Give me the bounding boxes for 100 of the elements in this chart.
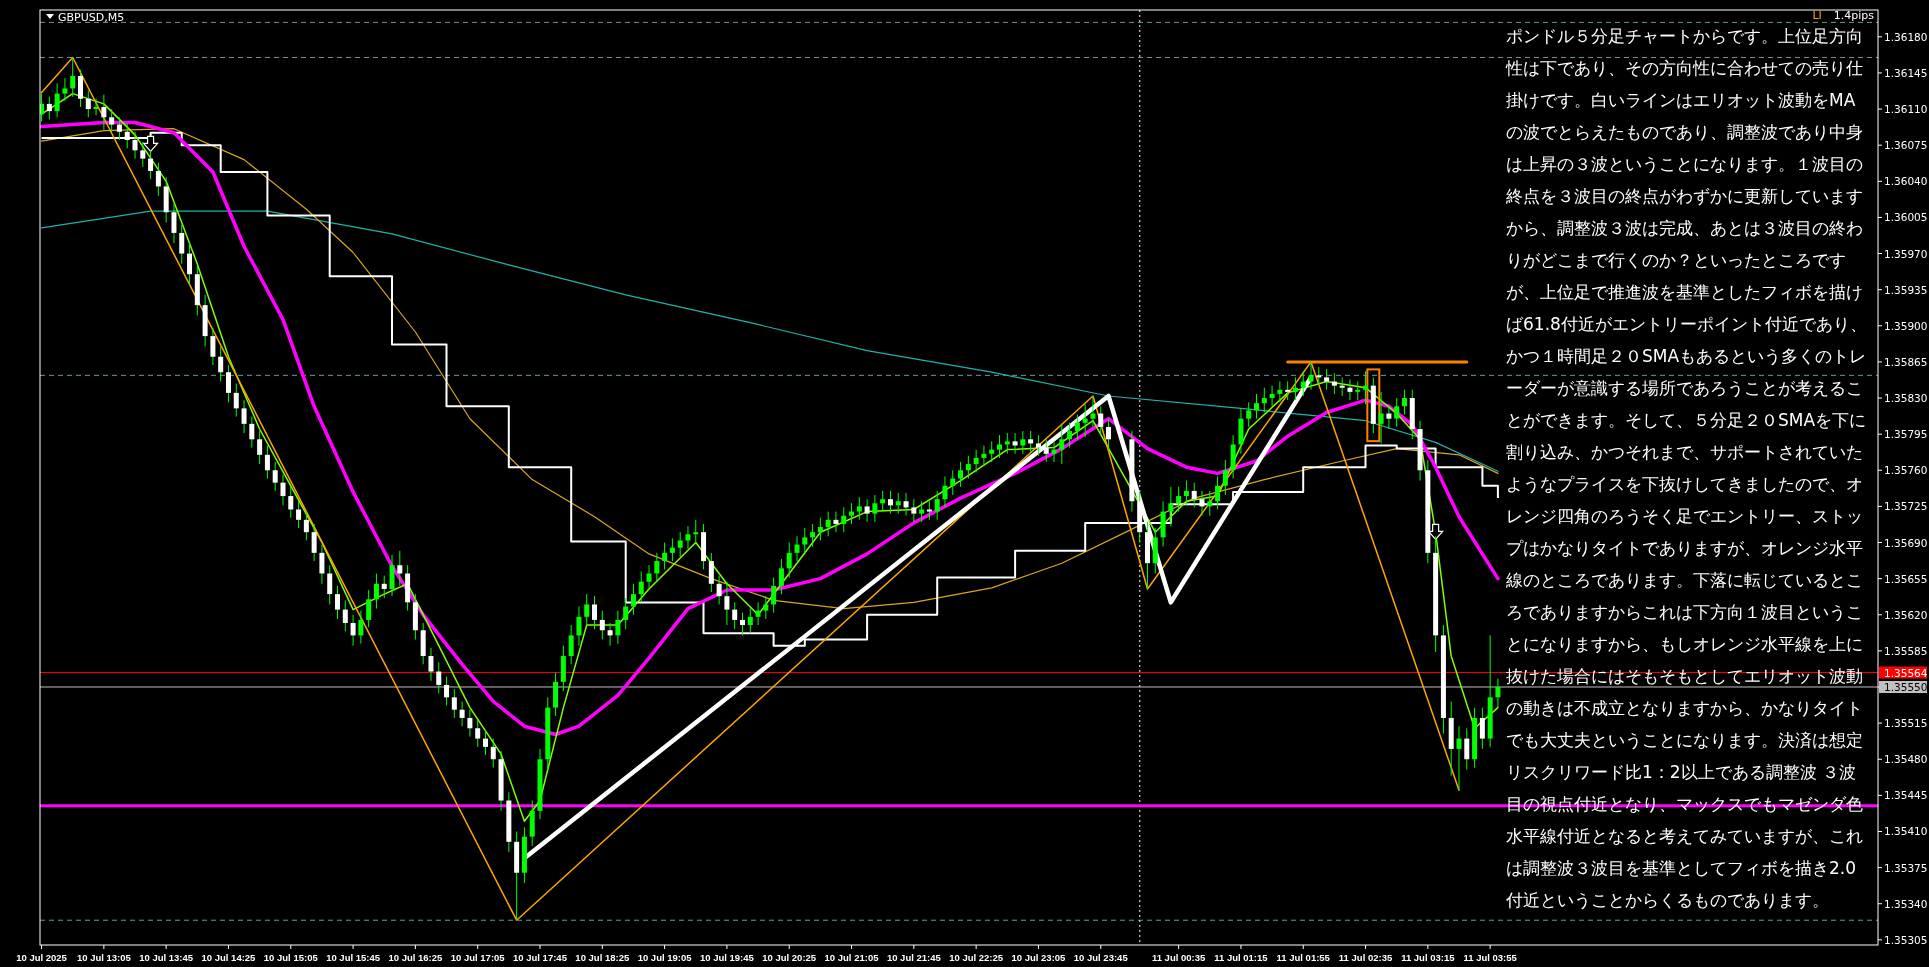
- candlestick: [677, 531, 683, 558]
- x-tick-label: 11 Jul 03:15: [1401, 952, 1456, 963]
- candlestick: [1222, 459, 1228, 496]
- candlestick: [93, 98, 99, 116]
- candlestick: [451, 688, 457, 719]
- candlestick: [825, 511, 831, 537]
- x-tick-label: 10 Jul 20:25: [762, 952, 817, 963]
- y-tick-label: 1.36110: [1884, 103, 1928, 116]
- candlestick: [444, 676, 450, 707]
- annotation: 1.4pips: [1833, 9, 1875, 22]
- line-series: [40, 120, 1500, 737]
- candlestick: [381, 575, 387, 599]
- candlestick: [1316, 366, 1322, 387]
- candlestick: [685, 525, 691, 550]
- y-tick-label: 1.36075: [1884, 139, 1928, 152]
- candlestick: [880, 490, 886, 513]
- candlestick: [732, 601, 738, 630]
- candlestick: [280, 473, 286, 506]
- candlestick: [576, 606, 582, 647]
- x-tick-label: 10 Jul 13:05: [76, 952, 132, 963]
- candlestick: [724, 581, 730, 626]
- candlestick: [311, 523, 317, 562]
- chart-title: GBPUSD,M5: [58, 11, 125, 24]
- candlestick: [973, 449, 979, 473]
- candlestick: [1067, 422, 1073, 449]
- line-series: [40, 56, 1460, 921]
- candlestick: [708, 552, 714, 593]
- candlestick: [1386, 405, 1392, 430]
- candlestick: [802, 527, 808, 554]
- candlestick: [171, 203, 177, 244]
- line-series: [41, 210, 1499, 472]
- candlestick: [958, 461, 964, 488]
- candlestick: [654, 552, 660, 583]
- x-tick-label: 10 Jul 19:05: [637, 952, 693, 963]
- x-tick-label: 11 Jul 03:55: [1463, 952, 1518, 963]
- candlestick: [1401, 389, 1407, 416]
- candlestick: [1254, 393, 1260, 420]
- candlestick: [296, 500, 302, 529]
- ref-line-label: 1.35564: [1884, 666, 1928, 679]
- candlestick: [903, 492, 909, 517]
- candlestick: [436, 661, 442, 694]
- candlestick: [210, 327, 216, 366]
- x-tick-label: 10 Jul 13:45: [139, 952, 194, 963]
- candlestick: [459, 700, 465, 727]
- y-tick-label: 1.35830: [1884, 392, 1928, 405]
- candlestick: [335, 585, 341, 620]
- candlestick: [1347, 378, 1353, 401]
- candlestick: [1051, 440, 1057, 463]
- y-tick-label: 1.36005: [1884, 211, 1928, 224]
- y-tick-label: 1.35305: [1884, 933, 1928, 946]
- candlestick: [607, 622, 613, 647]
- y-tick-label: 1.35795: [1884, 428, 1928, 441]
- candlestick: [319, 544, 325, 585]
- candlestick: [1363, 370, 1369, 405]
- x-tick-label: 10 Jul 16:25: [388, 952, 444, 963]
- y-tick-label: 1.35935: [1884, 283, 1928, 296]
- candlestick: [895, 492, 901, 515]
- y-tick-label: 1.35760: [1884, 464, 1928, 477]
- candlestick: [1191, 482, 1197, 508]
- candlestick: [85, 90, 91, 118]
- candlestick: [1339, 376, 1345, 397]
- y-tick-label: 1.35725: [1884, 500, 1928, 513]
- y-tick-label: 1.36040: [1884, 175, 1928, 188]
- candlestick: [475, 719, 481, 748]
- candlestick: [233, 383, 239, 418]
- y-tick-label: 1.36145: [1884, 66, 1928, 79]
- candlestick: [62, 77, 68, 102]
- candlestick: [1355, 381, 1361, 401]
- candlestick: [1004, 432, 1010, 455]
- candlestick: [794, 535, 800, 562]
- candlestick: [482, 729, 488, 756]
- x-tick-label: 10 Jul 21:45: [886, 952, 942, 963]
- x-tick-label: 10 Jul 19:45: [699, 952, 755, 963]
- candlestick: [778, 558, 784, 595]
- candlestick: [373, 572, 379, 610]
- candlestick: [187, 242, 193, 286]
- candlestick: [288, 486, 294, 519]
- candlestick: [786, 542, 792, 579]
- y-tick-label: 1.35970: [1884, 247, 1928, 260]
- candlestick: [1028, 430, 1034, 453]
- y-tick-label: 1.35900: [1884, 319, 1928, 332]
- candlestick: [241, 399, 247, 434]
- candlestick: [833, 511, 839, 533]
- candlestick: [249, 416, 255, 449]
- candlestick: [1324, 368, 1330, 391]
- candlestick: [739, 612, 745, 636]
- x-tick-label: 11 Jul 01:15: [1214, 952, 1269, 963]
- candlestick: [109, 108, 115, 133]
- candlestick: [389, 554, 395, 597]
- candlestick: [849, 502, 855, 525]
- candlestick: [763, 595, 769, 620]
- candlestick: [1106, 418, 1112, 451]
- candlestick: [584, 593, 590, 626]
- candlestick: [272, 461, 278, 492]
- candlestick: [257, 430, 263, 465]
- candlestick: [179, 224, 185, 265]
- candlestick: [919, 500, 925, 523]
- candlestick: [1074, 414, 1080, 440]
- candlestick: [810, 523, 816, 548]
- candlestick: [1495, 678, 1501, 709]
